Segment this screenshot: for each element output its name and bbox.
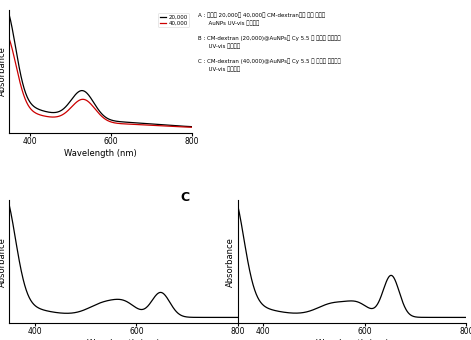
Y-axis label: Absorbance: Absorbance bbox=[0, 47, 7, 97]
20,000 bbox=[39, 108, 45, 113]
Y-axis label: Absorbance: Absorbance bbox=[226, 237, 235, 287]
20,000 bbox=[144, 122, 150, 126]
20,000 bbox=[129, 120, 134, 124]
Text: A : 분자량 20,000와 40,000의 CM-dextran으로 표면 처리된
      AuNPs UV-vis 스펙트럼

B : CM-dext: A : 분자량 20,000와 40,000의 CM-dextran으로 표면 … bbox=[198, 13, 341, 72]
40,000 bbox=[129, 122, 134, 126]
20,000 bbox=[7, 14, 12, 18]
40,000 bbox=[7, 37, 12, 41]
20,000 bbox=[89, 98, 95, 102]
X-axis label: Wavelength (nm): Wavelength (nm) bbox=[65, 149, 137, 158]
Text: C: C bbox=[181, 190, 190, 204]
40,000 bbox=[189, 125, 195, 129]
40,000 bbox=[39, 113, 45, 117]
20,000 bbox=[114, 119, 120, 123]
X-axis label: Wavelength (nm): Wavelength (nm) bbox=[87, 339, 160, 340]
Line: 40,000: 40,000 bbox=[9, 39, 192, 127]
X-axis label: Wavelength (nm): Wavelength (nm) bbox=[316, 339, 389, 340]
20,000 bbox=[54, 110, 59, 114]
40,000 bbox=[114, 121, 120, 125]
40,000 bbox=[89, 103, 95, 107]
Legend: 20,000, 40,000: 20,000, 40,000 bbox=[158, 13, 189, 27]
Y-axis label: Absorbance: Absorbance bbox=[0, 237, 7, 287]
40,000 bbox=[54, 115, 59, 119]
Line: 20,000: 20,000 bbox=[9, 16, 192, 127]
40,000 bbox=[144, 123, 150, 127]
20,000 bbox=[189, 125, 195, 129]
